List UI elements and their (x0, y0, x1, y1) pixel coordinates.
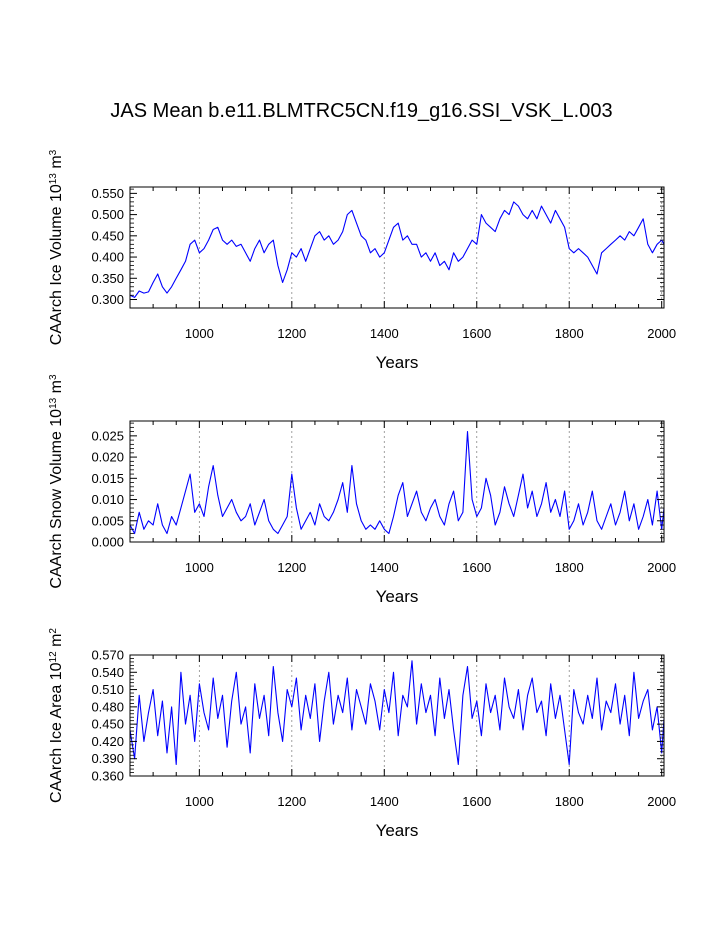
ice-volume-y-tick-label: 0.400 (91, 250, 124, 265)
ice-area-x-tick-label: 1600 (462, 794, 491, 809)
snow-volume-x-tick-label: 1000 (185, 560, 214, 575)
snow-volume-series-line (129, 431, 665, 535)
snow-volume-y-tick-label: 0.015 (91, 471, 124, 486)
snow-volume-x-tick-label: 1200 (277, 560, 306, 575)
ice-area-x-tick-label: 1400 (370, 794, 399, 809)
ice-area-y-axis-label: CAArch Ice Area 1012 m2 (48, 628, 66, 803)
ice-volume-y-axis-label: CAArch Ice Volume 1013 m3 (48, 149, 66, 345)
ice-area-plot-frame (129, 654, 665, 777)
ice-area-y-tick-label: 0.390 (91, 751, 124, 766)
ice-volume-y-tick-label: 0.350 (91, 271, 124, 286)
ice-volume-y-tick-label: 0.550 (91, 186, 124, 201)
ice-volume-x-tick-label: 1400 (370, 326, 399, 341)
snow-volume-y-tick-label: 0.010 (91, 492, 124, 507)
ice-area-y-tick-label: 0.360 (91, 769, 124, 784)
snow-volume-x-tick-label: 1800 (555, 560, 584, 575)
ice-area-y-tick-label: 0.570 (91, 648, 124, 663)
ice-area-y-tick-label: 0.510 (91, 682, 124, 697)
ice-area-y-tick-label: 0.450 (91, 717, 124, 732)
ice-volume-panel: 1000 1200 1400 1600 1800 2000 0.300 0.350 0.400 0… (48, 149, 677, 372)
snow-volume-plot-frame (129, 420, 665, 543)
snow-volume-x-axis-label: Years (376, 587, 419, 606)
snow-volume-y-tick-label: 0.005 (91, 513, 124, 528)
ice-volume-series-line (129, 201, 665, 298)
ice-volume-y-tick-label: 0.500 (91, 207, 124, 222)
ice-area-series-line (129, 660, 665, 766)
ice-volume-x-axis-label: Years (376, 353, 419, 372)
ice-area-x-axis-label: Years (376, 821, 419, 840)
snow-volume-x-tick-label: 1400 (370, 560, 399, 575)
ice-volume-y-tick-label: 0.450 (91, 228, 124, 243)
snow-volume-y-axis-label: CAArch Snow Volume 1013 m3 (48, 374, 66, 589)
ice-area-x-tick-label: 1000 (185, 794, 214, 809)
ice-area-y-tick-label: 0.480 (91, 699, 124, 714)
snow-volume-x-tick-label: 1600 (462, 560, 491, 575)
ice-volume-x-tick-label: 1600 (462, 326, 491, 341)
ice-area-x-tick-label: 2000 (647, 794, 676, 809)
snow-volume-y-tick-label: 0.020 (91, 450, 124, 465)
ice-volume-x-tick-label: 1200 (277, 326, 306, 341)
snow-volume-y-tick-label: 0.025 (91, 428, 124, 443)
ice-area-x-tick-label: 1200 (277, 794, 306, 809)
ice-area-panel: 1000 1200 1400 1600 1800 2000 0.360 0.390 0.420 0… (48, 628, 677, 840)
ice-volume-x-tick-label: 1800 (555, 326, 584, 341)
ice-area-y-tick-label: 0.540 (91, 665, 124, 680)
ice-area-y-tick-label: 0.420 (91, 734, 124, 749)
ice-volume-x-tick-label: 2000 (647, 326, 676, 341)
figure-title: JAS Mean b.e11.BLMTRC5CN.f19_g16.SSI_VSK… (110, 100, 612, 122)
snow-volume-panel: 1000 1200 1400 1600 1800 2000 0.000 0.005 0.010 0… (48, 374, 677, 606)
ice-volume-y-tick-label: 0.300 (91, 292, 124, 307)
snow-volume-y-tick-label: 0.000 (91, 535, 124, 550)
ice-volume-plot-frame (129, 186, 665, 309)
ice-volume-x-tick-label: 1000 (185, 326, 214, 341)
ice-area-x-tick-label: 1800 (555, 794, 584, 809)
snow-volume-x-tick-label: 2000 (647, 560, 676, 575)
panels: 1000 1200 1400 1600 1800 2000 0.300 0.350 0.400 0… (48, 149, 677, 840)
